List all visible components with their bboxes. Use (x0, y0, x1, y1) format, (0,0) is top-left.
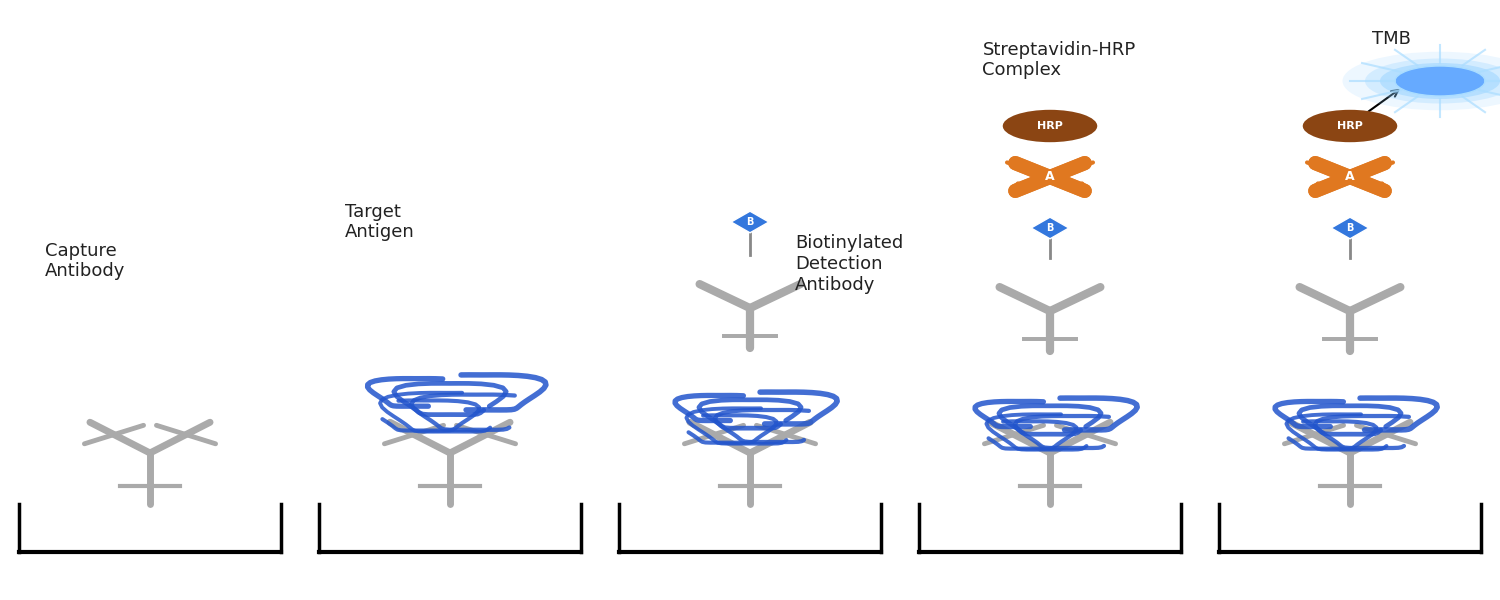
Polygon shape (730, 211, 770, 233)
Text: B: B (1347, 223, 1353, 233)
Ellipse shape (1002, 110, 1096, 142)
Text: B: B (1047, 223, 1053, 233)
Ellipse shape (1302, 110, 1398, 142)
Polygon shape (1330, 217, 1370, 239)
Text: B: B (747, 217, 753, 227)
Text: HRP: HRP (1036, 121, 1064, 131)
Polygon shape (1030, 217, 1069, 239)
Text: HRP: HRP (1336, 121, 1364, 131)
Text: Streptavidin-HRP
Complex: Streptavidin-HRP Complex (982, 41, 1136, 79)
Ellipse shape (1342, 52, 1500, 110)
Ellipse shape (1380, 63, 1500, 99)
Text: Target
Antigen: Target Antigen (345, 203, 414, 241)
Text: Capture
Antibody: Capture Antibody (45, 242, 126, 280)
Ellipse shape (1365, 58, 1500, 103)
Text: A: A (1346, 170, 1354, 184)
Text: Biotinylated
Detection
Antibody: Biotinylated Detection Antibody (795, 234, 903, 294)
Text: TMB: TMB (1372, 30, 1411, 48)
Ellipse shape (1395, 66, 1485, 96)
Text: A: A (1046, 170, 1054, 184)
